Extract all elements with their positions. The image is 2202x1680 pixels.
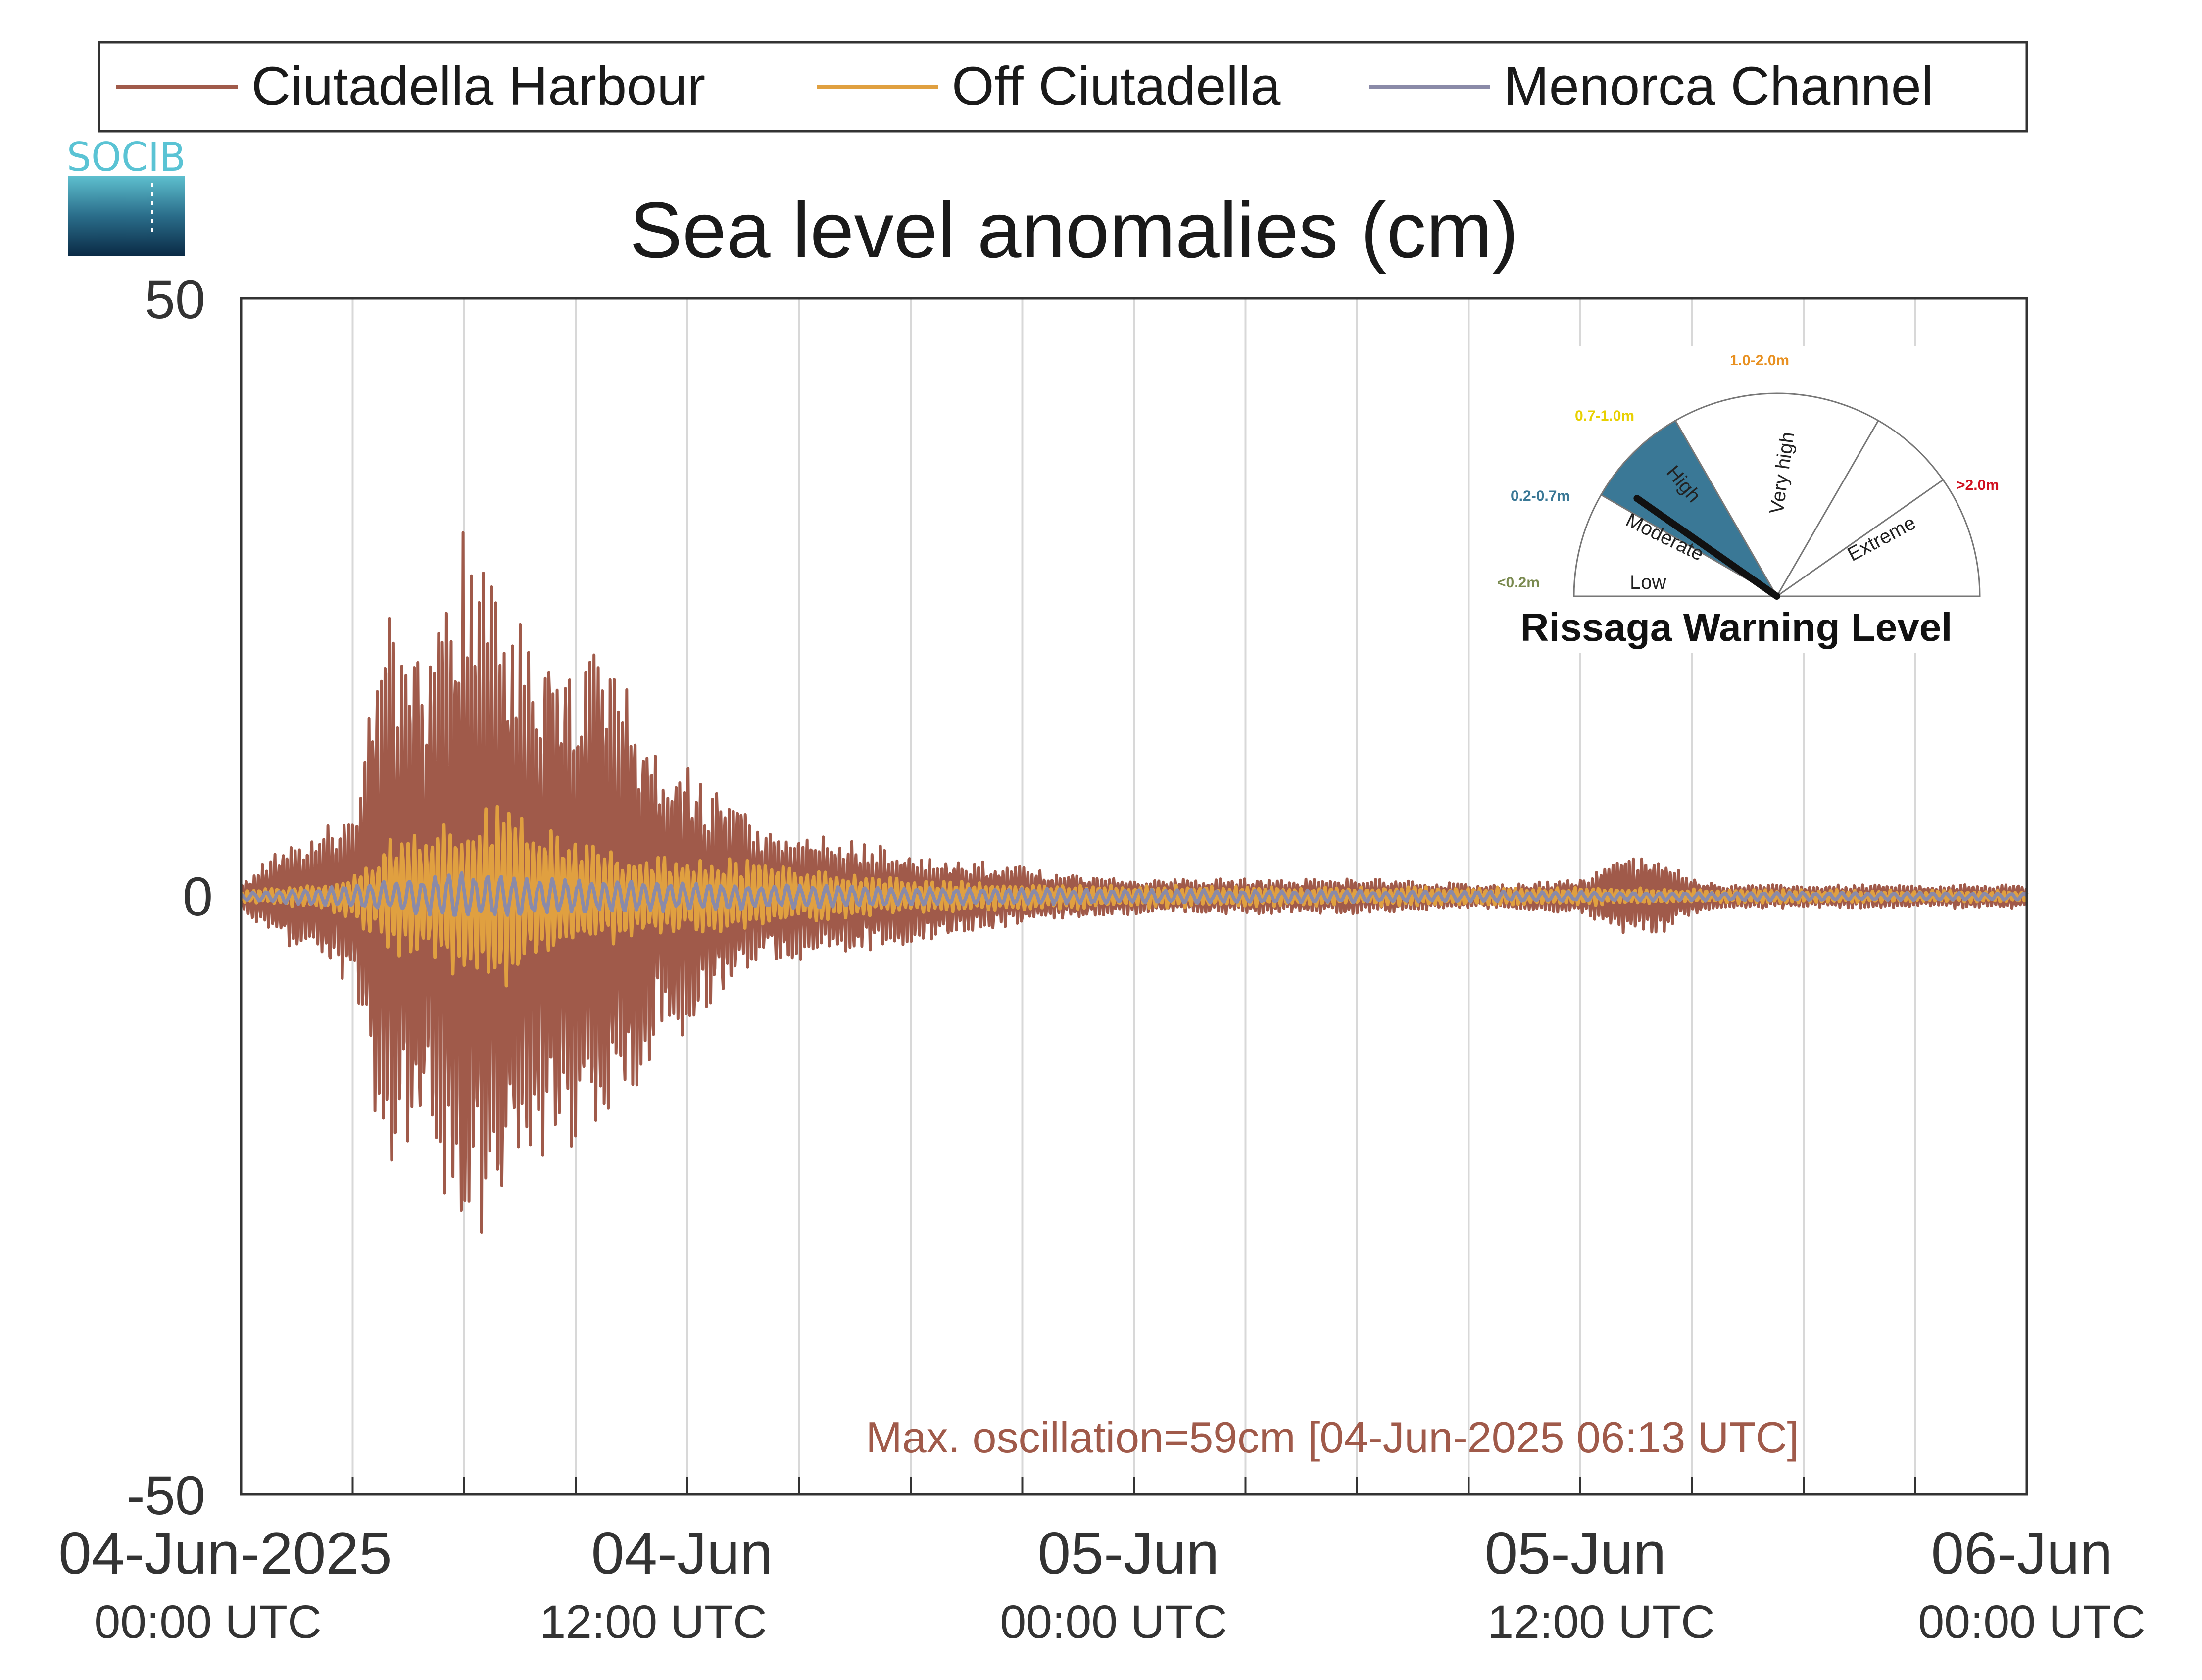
series-line-ciutadella-harbour — [240, 531, 2028, 1234]
legend: Ciutadella Harbour Off Ciutadella Menorc… — [98, 41, 2028, 133]
y-tick-label-minus50: -50 — [127, 1465, 205, 1526]
gauge-sector-very-high — [1776, 419, 1944, 597]
x-tick-sublabel-4: 00:00 UTC — [1918, 1596, 2145, 1648]
gauge-range-very-high: 1.0-2.0m — [1730, 352, 1789, 369]
x-tick-sublabel-0: 00:00 UTC — [94, 1596, 321, 1648]
gauge-range-moderate: 0.2-0.7m — [1511, 488, 1570, 504]
x-tick-label-4: 06-Jun — [1931, 1520, 2113, 1586]
x-tick-sublabel-2: 00:00 UTC — [1000, 1596, 1227, 1648]
legend-label-off-ciutadella: Off Ciutadella — [952, 56, 1281, 117]
max-oscillation-annotation: Max. oscillation=59cm [04-Jun-2025 06:13… — [866, 1413, 1799, 1462]
gauge-sector-high — [1674, 392, 1880, 598]
legend-label-ciutadella-harbour: Ciutadella Harbour — [251, 56, 705, 117]
gauge-sector-moderate — [1600, 419, 1779, 599]
x-tick-label-2: 05-Jun — [1038, 1520, 1220, 1586]
x-tick-label-1: 04-Jun — [591, 1520, 773, 1586]
legend-box — [98, 41, 2028, 133]
y-tick-label-50: 50 — [145, 269, 205, 330]
series-line-menorca-channel — [240, 871, 2028, 917]
socib-logo-mark — [68, 176, 185, 256]
x-tick-sublabel-3: 12:00 UTC — [1487, 1596, 1714, 1648]
y-tick-label-0: 0 — [183, 866, 213, 927]
socib-logo: SOCIB — [67, 134, 186, 256]
gauge-sector-low — [1573, 493, 1780, 597]
x-tick-marks — [351, 1477, 1916, 1494]
gauge-range-high: 0.7-1.0m — [1575, 408, 1634, 424]
gauge-title: Rissaga Warning Level — [1520, 605, 1953, 649]
rissaga-warning-gauge: Rissaga Warning Level Low Moderate High … — [1495, 346, 2014, 653]
gauge-label-low: Low — [1630, 572, 1666, 593]
x-tick-label-0: 04-Jun-2025 — [58, 1520, 392, 1586]
x-tick-label-3: 05-Jun — [1485, 1520, 1666, 1586]
legend-label-menorca-channel: Menorca Channel — [1504, 56, 1933, 117]
series-line-off-ciutadella — [240, 805, 2029, 988]
socib-logo-text: SOCIB — [67, 134, 186, 180]
gauge-sector-extreme — [1774, 479, 1981, 597]
x-tick-sublabel-1: 12:00 UTC — [539, 1596, 767, 1648]
gauge-range-extreme: >2.0m — [1957, 477, 1999, 493]
gauge-range-low: <0.2m — [1497, 575, 1540, 591]
gauge-needle — [1633, 495, 1780, 600]
series-lines — [240, 531, 2029, 1234]
chart-title: Sea level anomalies (cm) — [630, 186, 1518, 274]
